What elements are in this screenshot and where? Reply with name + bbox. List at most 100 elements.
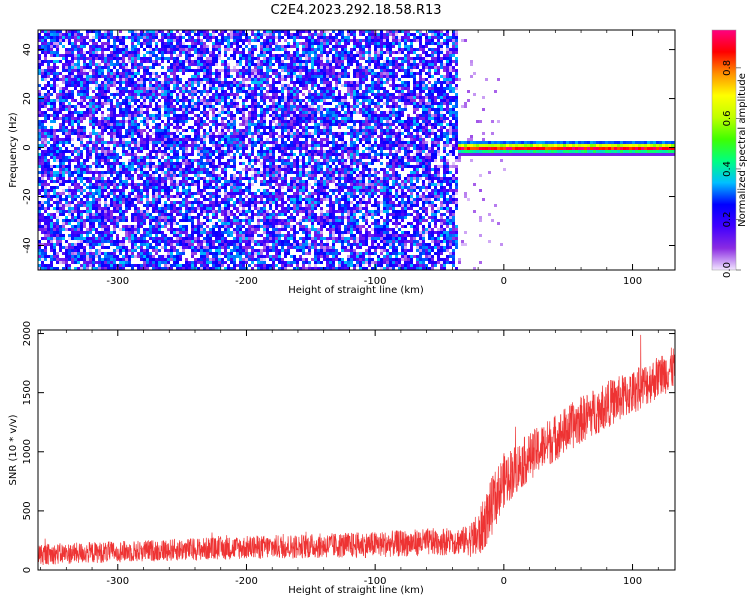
spectrogram-cell [104,180,107,183]
spectrogram-cell [119,210,122,213]
spectrogram-cell [50,228,53,231]
spectrogram-cell [278,36,281,39]
spectrogram-cell [101,99,104,102]
spectrogram-cell [164,33,167,36]
spectrogram-cell [227,144,230,147]
spectrogram-cell [131,72,134,75]
spectrogram-cell [125,252,128,255]
spectrogram-cell [260,84,263,87]
spectrogram-cell [122,72,125,75]
spectrogram-cell [53,72,56,75]
spectrogram-cell [209,153,212,156]
spectrogram-cell [254,177,257,180]
spectrogram-cell [176,138,179,141]
spectrogram-cell [170,54,173,57]
spectrogram-cell [38,84,41,87]
spectrogram-cell [251,132,254,135]
spectrogram-cell [74,75,77,78]
spectrogram-cell [215,234,218,237]
spectrogram-cell [215,249,218,252]
spectrogram-cell [119,48,122,51]
spectrogram-cell [185,225,188,228]
spectrogram-cell [86,237,89,240]
spectrogram-cell [275,237,278,240]
spectrogram-cell [155,30,158,33]
spectrogram-cell [164,51,167,54]
spectrogram-cell [245,96,248,99]
spectrogram-cell [137,129,140,132]
spectrogram-cell [191,84,194,87]
spectrogram-cell [248,114,251,117]
spectrogram-cell [236,243,239,246]
spectrogram-cell [218,45,221,48]
spectrogram-cell [272,102,275,105]
spectrogram-cell [239,144,242,147]
spectrogram-cell [239,243,242,246]
spectrogram-cell [218,114,221,117]
spectrogram-cell [47,45,50,48]
spectrogram-cell [167,48,170,51]
spectrogram-cell [242,267,245,270]
spectrogram-cell [92,63,95,66]
spectrogram-cell [269,246,272,249]
spectrogram-cell [131,198,134,201]
spectrogram-cell [257,78,260,81]
spectrogram-cell [50,66,53,69]
spectrogram-cell [248,57,251,60]
spectrogram-cell [146,45,149,48]
spectrogram-cell [224,135,227,138]
spectrogram-cell [218,177,221,180]
spectrogram-cell [137,105,140,108]
spectrogram-cell [167,102,170,105]
spectrogram-cell [80,267,83,270]
spectrogram-cell [122,51,125,54]
spectrogram-cell [164,75,167,78]
spectrogram-cell [176,36,179,39]
spectrogram-cell [113,105,116,108]
spectrogram-cell [47,171,50,174]
spectrogram-cell [275,195,278,198]
spectrogram-cell [179,42,182,45]
spectrogram-cell [41,42,44,45]
spectrogram-cell [191,99,194,102]
spectrogram-cell [161,132,164,135]
spectrogram-cell [230,93,233,96]
spectrogram-cell [116,45,119,48]
spectrogram-cell [74,39,77,42]
spectrogram-cell [38,189,41,192]
spectrogram-cell [113,231,116,234]
spectrogram-cell [128,198,131,201]
spectrogram-cell [251,219,254,222]
spectrogram-cell [146,255,149,258]
spectrogram-cell [77,177,80,180]
spectrogram-cell [164,45,167,48]
spectrogram-cell [140,81,143,84]
spectrogram-cell [191,93,194,96]
spectrogram-cell [230,261,233,264]
spectrogram-cell [116,234,119,237]
spectrogram-cell [110,51,113,54]
spectrogram-cell [110,231,113,234]
spectrogram-cell [275,240,278,243]
spectrogram-cell [131,255,134,258]
spectrogram-cell [149,255,152,258]
spectrogram-cell [239,246,242,249]
spectrogram-cell [242,78,245,81]
spectrogram-cell [251,267,254,270]
spectrogram-cell [254,48,257,51]
spectrogram-cell [107,48,110,51]
spectrogram-cell [92,90,95,93]
spectrogram-cell [173,177,176,180]
spectrogram-cell [95,207,98,210]
spectrogram-cell [191,105,194,108]
spectrogram-cell [248,240,251,243]
spectrogram-cell [209,234,212,237]
spectrogram-cell [203,45,206,48]
spectrogram-cell [155,102,158,105]
spectrogram-cell [101,219,104,222]
spectrogram-cell [233,231,236,234]
spectrogram-cell [269,237,272,240]
spectrogram-cell [257,222,260,225]
spectrogram-cell [173,249,176,252]
spectrogram-cell [113,189,116,192]
